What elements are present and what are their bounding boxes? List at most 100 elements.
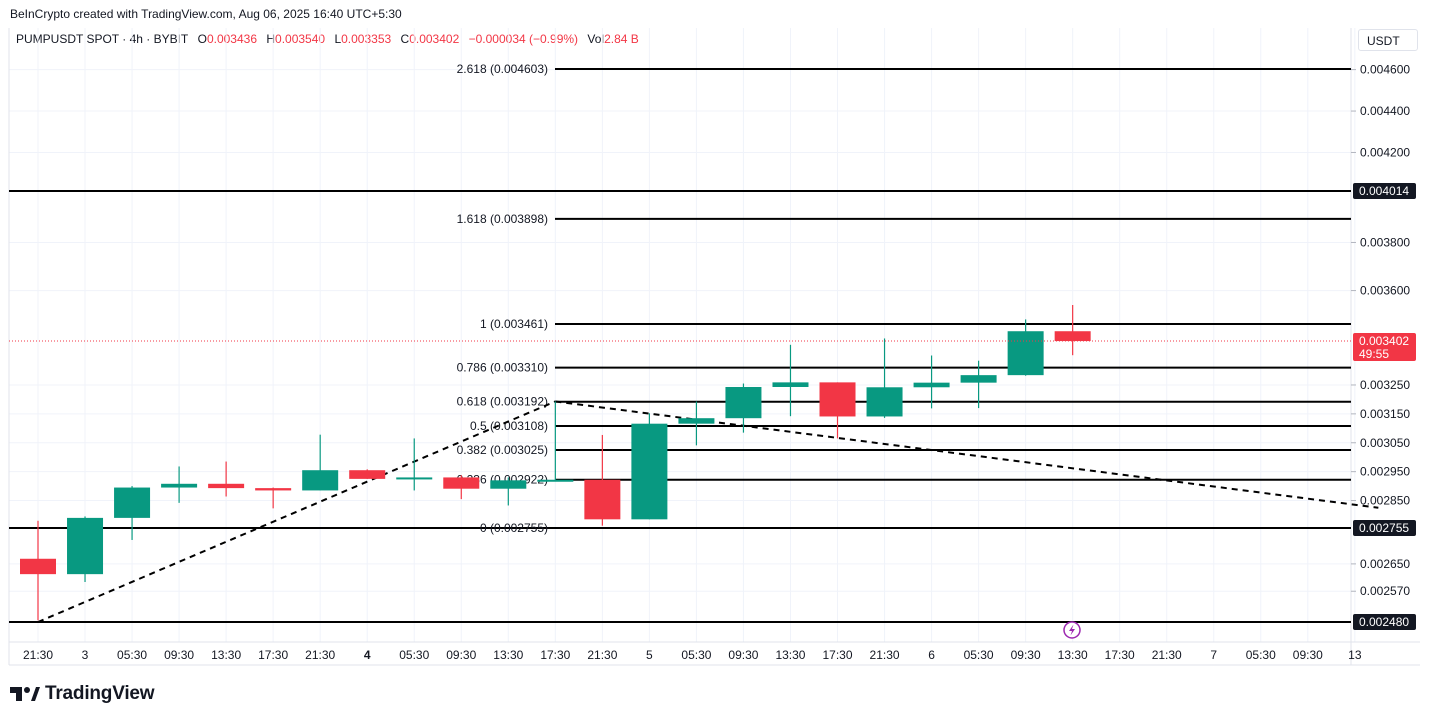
price-tick-label: 0.003250 <box>1360 378 1410 392</box>
currency-selector[interactable]: USDT <box>1358 29 1418 51</box>
price-tick-label: 0.004200 <box>1360 145 1410 159</box>
fibonacci-levels[interactable]: 0 (0.002755)0.236 (0.002922)0.382 (0.003… <box>457 62 1351 535</box>
open-value: 0.003436 <box>206 32 258 46</box>
time-tick-label: 13:30 <box>1058 648 1088 662</box>
candle-body <box>302 470 339 491</box>
fib-level-label: 0.618 (0.003192) <box>457 395 548 409</box>
candle <box>255 487 292 509</box>
candle-body <box>960 375 997 383</box>
high-label: H <box>266 32 276 46</box>
candle-body <box>20 558 56 575</box>
horizontal-line-price-label: 0.002755 <box>1359 521 1409 535</box>
price-tick-label: 0.003800 <box>1360 235 1410 249</box>
time-axis[interactable]: 21:30 3 05:30 09:30 13:30 17:30 21:30 4 05:30 09:… <box>23 648 1362 662</box>
time-tick-label: 13 <box>1348 648 1362 662</box>
candle-body <box>772 382 809 387</box>
horizontal-line-price-label: 0.002480 <box>1359 615 1409 629</box>
price-tick-label: 0.002650 <box>1360 557 1410 571</box>
time-tick-label: 7 <box>1210 648 1217 662</box>
candle <box>302 434 339 491</box>
fib-level-label: 0.786 (0.003310) <box>457 361 548 375</box>
candle <box>1007 319 1044 376</box>
candle <box>631 413 668 520</box>
candle <box>584 434 621 526</box>
time-tick-label: 4 <box>364 648 371 662</box>
bar-countdown-label: 49:55 <box>1359 347 1389 361</box>
low-label: L <box>334 32 342 46</box>
candle-body <box>913 382 950 388</box>
time-tick-label: 17:30 <box>540 648 570 662</box>
trend-line[interactable] <box>37 400 556 623</box>
candle <box>1054 305 1091 356</box>
time-tick-label: 21:30 <box>305 648 335 662</box>
low-value: 0.003353 <box>341 32 392 46</box>
fib-level-label: 1.618 (0.003898) <box>457 212 548 226</box>
candle-body <box>255 488 292 491</box>
candle <box>20 520 56 621</box>
price-tick-label: 0.002850 <box>1360 494 1410 508</box>
candle-body <box>396 477 433 480</box>
time-tick-label: 17:30 <box>822 648 852 662</box>
price-axis[interactable]: 0.004600 0.004400 0.004200 0.003800 0.003600… <box>1351 63 1416 630</box>
candle <box>960 360 997 409</box>
current-price-label: 0.003402 <box>1359 334 1409 348</box>
candle <box>537 401 574 482</box>
time-tick-label: 21:30 <box>587 648 617 662</box>
candle <box>161 466 198 503</box>
time-tick-label: 13:30 <box>211 648 241 662</box>
chart-frame <box>8 28 1420 666</box>
close-value: 0.003402 <box>409 32 460 46</box>
candle-body <box>67 517 104 575</box>
candle-body <box>819 382 856 417</box>
candle-body <box>208 483 245 489</box>
tradingview-logo[interactable]: TradingView <box>10 683 155 705</box>
fib-level-label: 0 (0.002755) <box>480 521 548 535</box>
candle-body <box>161 483 198 488</box>
change-value: −0.000034 (−0.99%) <box>468 32 579 46</box>
horizontal-lines[interactable] <box>9 190 1351 623</box>
trend-lines[interactable] <box>37 400 1379 623</box>
candle-body <box>349 470 386 479</box>
candle-body <box>584 479 621 520</box>
time-tick-label: 3 <box>82 648 89 662</box>
candle <box>349 469 386 479</box>
horizontal-line-price-label: 0.004014 <box>1359 184 1409 198</box>
chart-credit: BeInCrypto created with TradingView.com,… <box>10 7 402 21</box>
candle <box>396 438 433 491</box>
candle <box>772 344 809 417</box>
time-tick-label: 09:30 <box>1011 648 1041 662</box>
tradingview-logo-text: TradingView <box>45 683 155 704</box>
time-tick-label: 13:30 <box>493 648 523 662</box>
fib-level-label: 0.382 (0.003025) <box>457 443 548 457</box>
candle <box>866 338 903 418</box>
time-tick-label: 09:30 <box>446 648 476 662</box>
time-tick-label: 05:30 <box>1246 648 1276 662</box>
time-tick-label: 21:30 <box>23 648 53 662</box>
horizontal-line-price-badge <box>1353 183 1416 199</box>
candle <box>725 383 762 433</box>
trend-line[interactable] <box>555 400 1379 509</box>
candle-body <box>866 387 903 417</box>
candle-body <box>1007 331 1044 376</box>
price-tick-label: 0.004600 <box>1360 63 1410 77</box>
candle-body <box>1054 331 1091 342</box>
candle <box>208 461 245 497</box>
price-tick-label: 0.002570 <box>1360 584 1410 598</box>
candle-body <box>631 423 668 520</box>
symbol-name[interactable]: PUMPUSDT SPOT · 4h · BYBIT <box>16 32 189 46</box>
events[interactable] <box>1063 621 1081 639</box>
time-tick-label: 09:30 <box>164 648 194 662</box>
time-tick-label: 17:30 <box>258 648 288 662</box>
time-tick-label: 09:30 <box>728 648 758 662</box>
fib-level-label: 1 (0.003461) <box>480 317 548 331</box>
candle-body <box>443 477 480 489</box>
time-tick-label: 13:30 <box>775 648 805 662</box>
horizontal-line-price-badge <box>1353 520 1416 536</box>
price-tick-label: 0.002950 <box>1360 465 1410 479</box>
candle <box>443 475 480 500</box>
candle-body <box>678 418 715 424</box>
candle <box>490 477 527 506</box>
close-label: C <box>400 32 410 46</box>
horizontal-line-price-badge <box>1353 614 1416 630</box>
